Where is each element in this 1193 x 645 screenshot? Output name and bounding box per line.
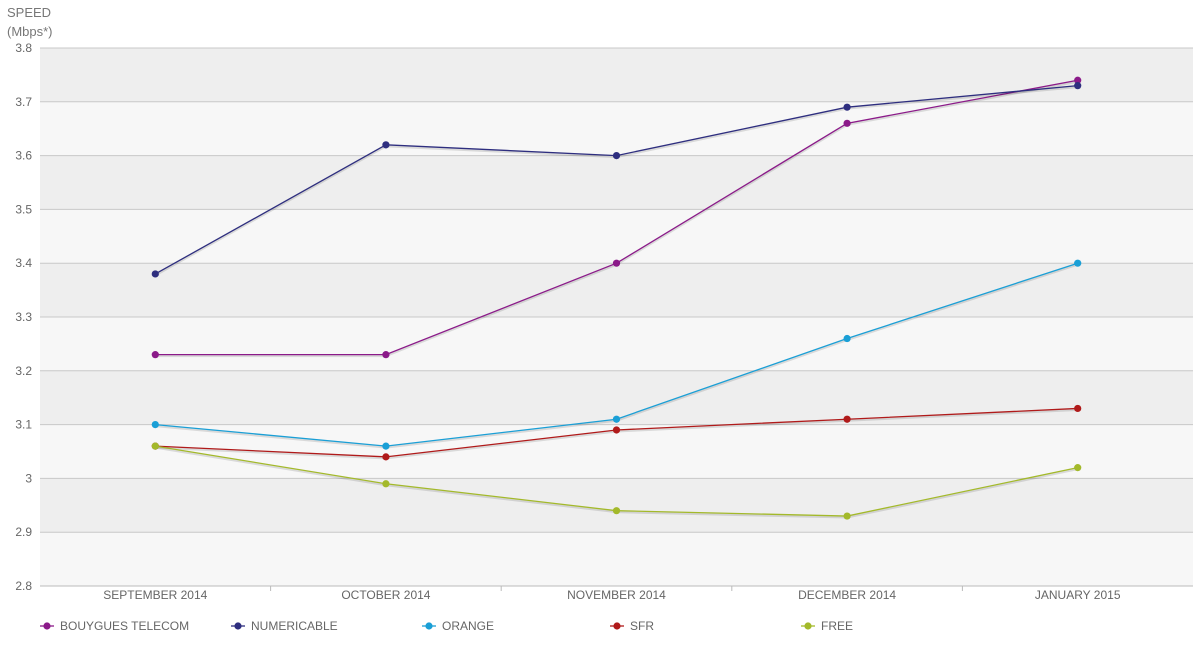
- x-tick-label: JANUARY 2015: [1035, 588, 1121, 602]
- legend-label: FREE: [821, 619, 853, 633]
- data-point: [382, 480, 390, 488]
- background-band: [40, 101, 1193, 156]
- background-band: [40, 155, 1193, 210]
- data-point: [843, 334, 851, 343]
- background-band: [40, 478, 1193, 533]
- legend-item-orange: ORANGE: [422, 619, 494, 633]
- data-point: [151, 442, 159, 450]
- y-axis-label-line-1: SPEED: [7, 5, 51, 20]
- data-point: [382, 442, 390, 450]
- y-tick-label: 3.3: [15, 310, 32, 324]
- data-point: [612, 507, 621, 515]
- data-point: [151, 270, 159, 278]
- series-sfr: [151, 404, 1082, 461]
- legend-item-bouygues-telecom: BOUYGUES TELECOM: [40, 619, 189, 633]
- background-band: [40, 532, 1193, 586]
- data-point: [382, 141, 390, 149]
- y-tick-label: 2.9: [15, 525, 32, 539]
- y-tick-label: 3.7: [15, 95, 32, 109]
- background-bands: [40, 48, 1193, 586]
- y-tick-label: 3: [25, 471, 32, 485]
- legend-label: SFR: [630, 619, 654, 633]
- x-axis: SEPTEMBER 2014 OCTOBER 2014 NOVEMBER 2014 D…: [103, 586, 1121, 602]
- legend-marker: [613, 622, 621, 630]
- x-tick-label: NOVEMBER 2014: [567, 588, 666, 602]
- data-point: [1074, 76, 1082, 84]
- legend-marker: [804, 622, 812, 630]
- legend-marker: [234, 622, 242, 630]
- series-numericable: [151, 82, 1082, 278]
- y-tick-label: 3.6: [15, 149, 32, 163]
- legend-item-free: FREE: [801, 619, 853, 633]
- series-free: [151, 442, 1082, 520]
- data-point: [612, 415, 621, 423]
- data-point: [151, 351, 159, 359]
- data-point: [1074, 259, 1082, 267]
- x-tick-label: SEPTEMBER 2014: [103, 588, 207, 602]
- background-band: [40, 48, 1193, 102]
- data-point: [1074, 464, 1082, 472]
- legend-item-numericable: NUMERICABLE: [231, 619, 338, 633]
- y-tick-label: 3.1: [15, 418, 32, 432]
- data-point: [612, 152, 621, 160]
- y-tick-label: 3.8: [15, 41, 32, 55]
- data-point: [843, 415, 851, 423]
- legend-label: ORANGE: [442, 619, 494, 633]
- data-point: [843, 512, 851, 520]
- y-tick-label: 2.8: [15, 579, 32, 593]
- data-point: [843, 119, 851, 127]
- data-point: [612, 426, 621, 434]
- data-point: [382, 453, 390, 461]
- legend: BOUYGUES TELECOM NUMERICABLE ORANGE SFR FREE: [40, 619, 853, 633]
- data-point: [612, 259, 621, 267]
- y-axis-label-line-2: (Mbps*): [7, 24, 53, 39]
- background-band: [40, 317, 1193, 371]
- background-band: [40, 263, 1193, 317]
- y-tick-label: 3.2: [15, 364, 32, 378]
- y-tick-label: 3.5: [15, 202, 32, 216]
- legend-item-sfr: SFR: [610, 619, 654, 633]
- y-axis-ticks: 2.8 2.9 3 3.1 3.2 3.3 3.4 3.5 3.6 3.7 3.8: [15, 41, 32, 593]
- data-point: [382, 351, 390, 359]
- data-point: [843, 103, 851, 111]
- legend-marker: [425, 622, 433, 630]
- data-point: [1074, 404, 1082, 413]
- data-point: [1074, 82, 1082, 90]
- legend-label: NUMERICABLE: [251, 619, 338, 633]
- legend-label: BOUYGUES TELECOM: [60, 619, 189, 633]
- legend-marker: [43, 622, 51, 630]
- x-tick-label: DECEMBER 2014: [798, 588, 896, 602]
- series-lines: [151, 76, 1082, 520]
- data-point: [151, 421, 159, 429]
- y-tick-label: 3.4: [15, 256, 32, 270]
- series-bouygues-telecom: [151, 76, 1082, 359]
- background-band: [40, 209, 1193, 264]
- x-tick-label: OCTOBER 2014: [341, 588, 430, 602]
- series-orange: [151, 259, 1082, 450]
